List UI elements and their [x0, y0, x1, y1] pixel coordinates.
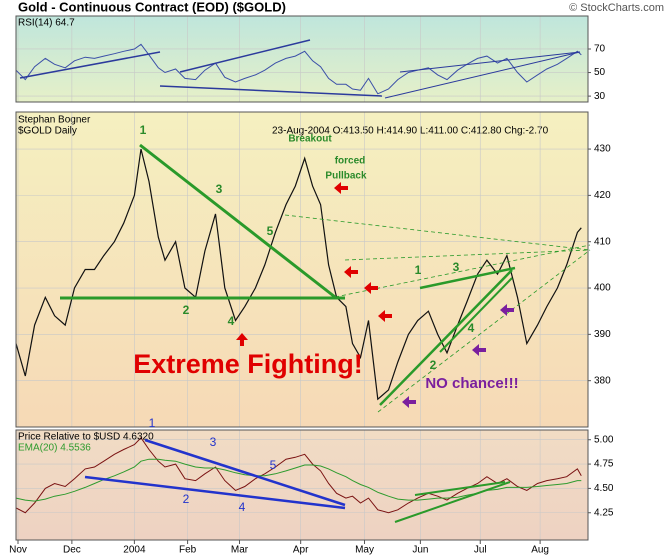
series-line — [15, 148, 582, 401]
arrow — [500, 304, 514, 316]
arrow — [236, 333, 248, 346]
annotation: NO chance!!! — [425, 375, 518, 392]
trend-line — [379, 269, 513, 406]
trend-line — [394, 481, 511, 523]
series-line — [15, 437, 582, 514]
trend-line — [144, 438, 346, 507]
annotation: 2 — [183, 303, 190, 317]
arrow — [472, 344, 486, 356]
trend-line — [344, 249, 591, 261]
trend-line — [139, 143, 336, 299]
annotation: 5 — [267, 224, 274, 238]
panel-frame — [15, 111, 589, 428]
annotation: 4 — [228, 314, 235, 328]
arrow — [402, 396, 416, 408]
trend-line — [419, 266, 516, 290]
trend-line — [377, 249, 591, 413]
trend-line — [399, 51, 581, 73]
trend-line — [159, 85, 383, 97]
y-tick-label: 380 — [594, 375, 611, 386]
annotation: forced — [335, 156, 366, 167]
quote: 23-Aug-2004 O:413.50 H:414.90 L:411.00 C… — [272, 126, 549, 137]
series-line — [15, 43, 582, 95]
trend-line — [84, 475, 346, 510]
rsi-panel — [16, 16, 588, 102]
trend-line — [414, 481, 506, 496]
y-tick-label: 4.75 — [594, 459, 614, 470]
x-tick-label: May — [355, 545, 374, 556]
trend-line — [284, 214, 591, 251]
x-tick-label: Feb — [179, 545, 197, 556]
x-tick-label: Mar — [231, 545, 249, 556]
arrow — [364, 282, 378, 294]
trend-line — [19, 51, 161, 79]
annotation: 2 — [183, 492, 190, 506]
symbol: $GOLD Daily — [18, 126, 77, 137]
arrow — [378, 310, 392, 322]
legend-entry: RSI(14) 64.7 — [18, 18, 75, 29]
y-tick-label: 430 — [594, 144, 611, 155]
arrow — [344, 266, 358, 278]
y-tick-label: 5.00 — [594, 434, 614, 445]
annotation: 1 — [140, 123, 147, 137]
trend-line — [384, 51, 581, 99]
arrow — [334, 182, 348, 194]
annotation: Pullback — [325, 171, 367, 182]
author: Stephan Bogner — [18, 115, 91, 126]
panel-frame — [15, 429, 589, 541]
annotation: 1 — [149, 416, 156, 430]
y-tick-label: 4.25 — [594, 507, 614, 518]
y-tick-label: 70 — [594, 44, 606, 55]
legend-entry: Price Relative to $USD 4.6320 — [18, 432, 154, 443]
annotation: 3 — [216, 182, 223, 196]
x-tick-label: Apr — [293, 545, 309, 556]
page-title: Gold - Continuous Contract (EOD) ($GOLD) — [18, 0, 286, 14]
x-tick-label: Jul — [474, 545, 487, 556]
annotation: 2 — [430, 358, 437, 372]
legend-entry: EMA(20) 4.5536 — [18, 443, 91, 454]
x-tick-label: Nov — [9, 545, 27, 556]
y-tick-label: 4.50 — [594, 483, 614, 494]
relative-panel — [16, 430, 588, 540]
annotation: 4 — [468, 321, 475, 335]
y-tick-label: 30 — [594, 91, 606, 102]
x-tick-label: 2004 — [123, 545, 146, 556]
y-tick-label: 50 — [594, 67, 606, 78]
annotation: 4 — [239, 500, 246, 514]
trend-line — [439, 277, 513, 353]
annotation: Breakout — [288, 134, 332, 145]
annotation: Extreme Fighting! — [133, 349, 363, 379]
y-tick-label: 390 — [594, 329, 611, 340]
annotation: 3 — [210, 435, 217, 449]
credit: © StockCharts.com — [569, 2, 664, 14]
x-tick-label: Dec — [63, 545, 81, 556]
panel-frame — [15, 15, 589, 103]
x-tick-label: Jun — [412, 545, 428, 556]
trend-line — [179, 39, 311, 73]
y-tick-label: 420 — [594, 190, 611, 201]
x-tick-label: Aug — [531, 545, 549, 556]
y-tick-label: 400 — [594, 283, 611, 294]
annotation: 3 — [453, 260, 460, 274]
annotation: 1 — [415, 263, 422, 277]
y-tick-label: 410 — [594, 236, 611, 247]
annotation: 5 — [270, 458, 277, 472]
